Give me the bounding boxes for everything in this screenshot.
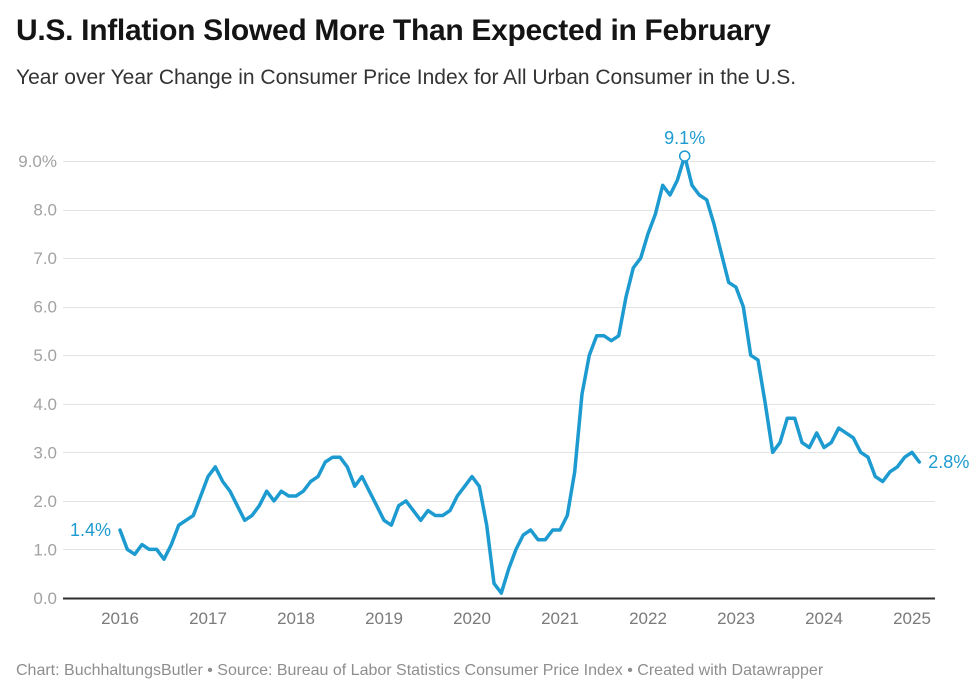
x-axis-tick-label: 2019 xyxy=(365,609,403,628)
chart-title: U.S. Inflation Slowed More Than Expected… xyxy=(16,14,771,47)
series-layer xyxy=(118,154,922,595)
value-annotation: 1.4% xyxy=(70,520,111,540)
y-axis-tick-label: 8.0 xyxy=(33,201,57,220)
y-axis-tick-label: 7.0 xyxy=(33,249,57,268)
y-axis-tick-label: 9.0% xyxy=(18,152,57,171)
x-axis-tick-label: 2021 xyxy=(541,609,579,628)
peak-marker-circle xyxy=(678,150,691,162)
gridlines-layer xyxy=(63,161,935,600)
y-axis-tick-label: 2.0 xyxy=(33,492,57,511)
axis-labels-layer: 9.0% 8.0 7.0 6.0 5.0 4.0 3.0 2.0 1.0 0.0 2016 2017 2… xyxy=(18,152,931,628)
chart-subtitle: Year over Year Change in Consumer Price … xyxy=(16,65,797,89)
chart-attribution: Chart: BuchhaltungsButler • Source: Bure… xyxy=(16,662,824,679)
y-axis-tick-label: 1.0 xyxy=(33,540,57,559)
y-axis-tick-label: 4.0 xyxy=(33,395,57,414)
x-axis-tick-label: 2025 xyxy=(893,609,931,628)
cpi-line[interactable] xyxy=(118,154,922,595)
y-axis-tick-label: 3.0 xyxy=(33,443,57,462)
y-axis-tick-label: 5.0 xyxy=(33,346,57,365)
x-axis-tick-label: 2016 xyxy=(101,609,139,628)
x-axis-tick-label: 2023 xyxy=(717,609,755,628)
chart-header: U.S. Inflation Slowed More Than Expected… xyxy=(16,14,964,90)
x-axis-tick-label: 2024 xyxy=(805,609,843,628)
y-axis-tick-label: 6.0 xyxy=(33,298,57,317)
value-annotation: 2.8% xyxy=(928,452,969,472)
x-axis-tick-label: 2020 xyxy=(453,609,491,628)
x-axis-tick-label: 2017 xyxy=(189,609,227,628)
x-axis-tick-label: 2018 xyxy=(277,609,315,628)
value-annotation: 9.1% xyxy=(664,128,705,148)
annotations-layer: 1.4% 9.1% 2.8% xyxy=(70,128,969,540)
x-axis-tick-label: 2022 xyxy=(629,609,667,628)
y-axis-tick-label: 0.0 xyxy=(33,589,57,608)
